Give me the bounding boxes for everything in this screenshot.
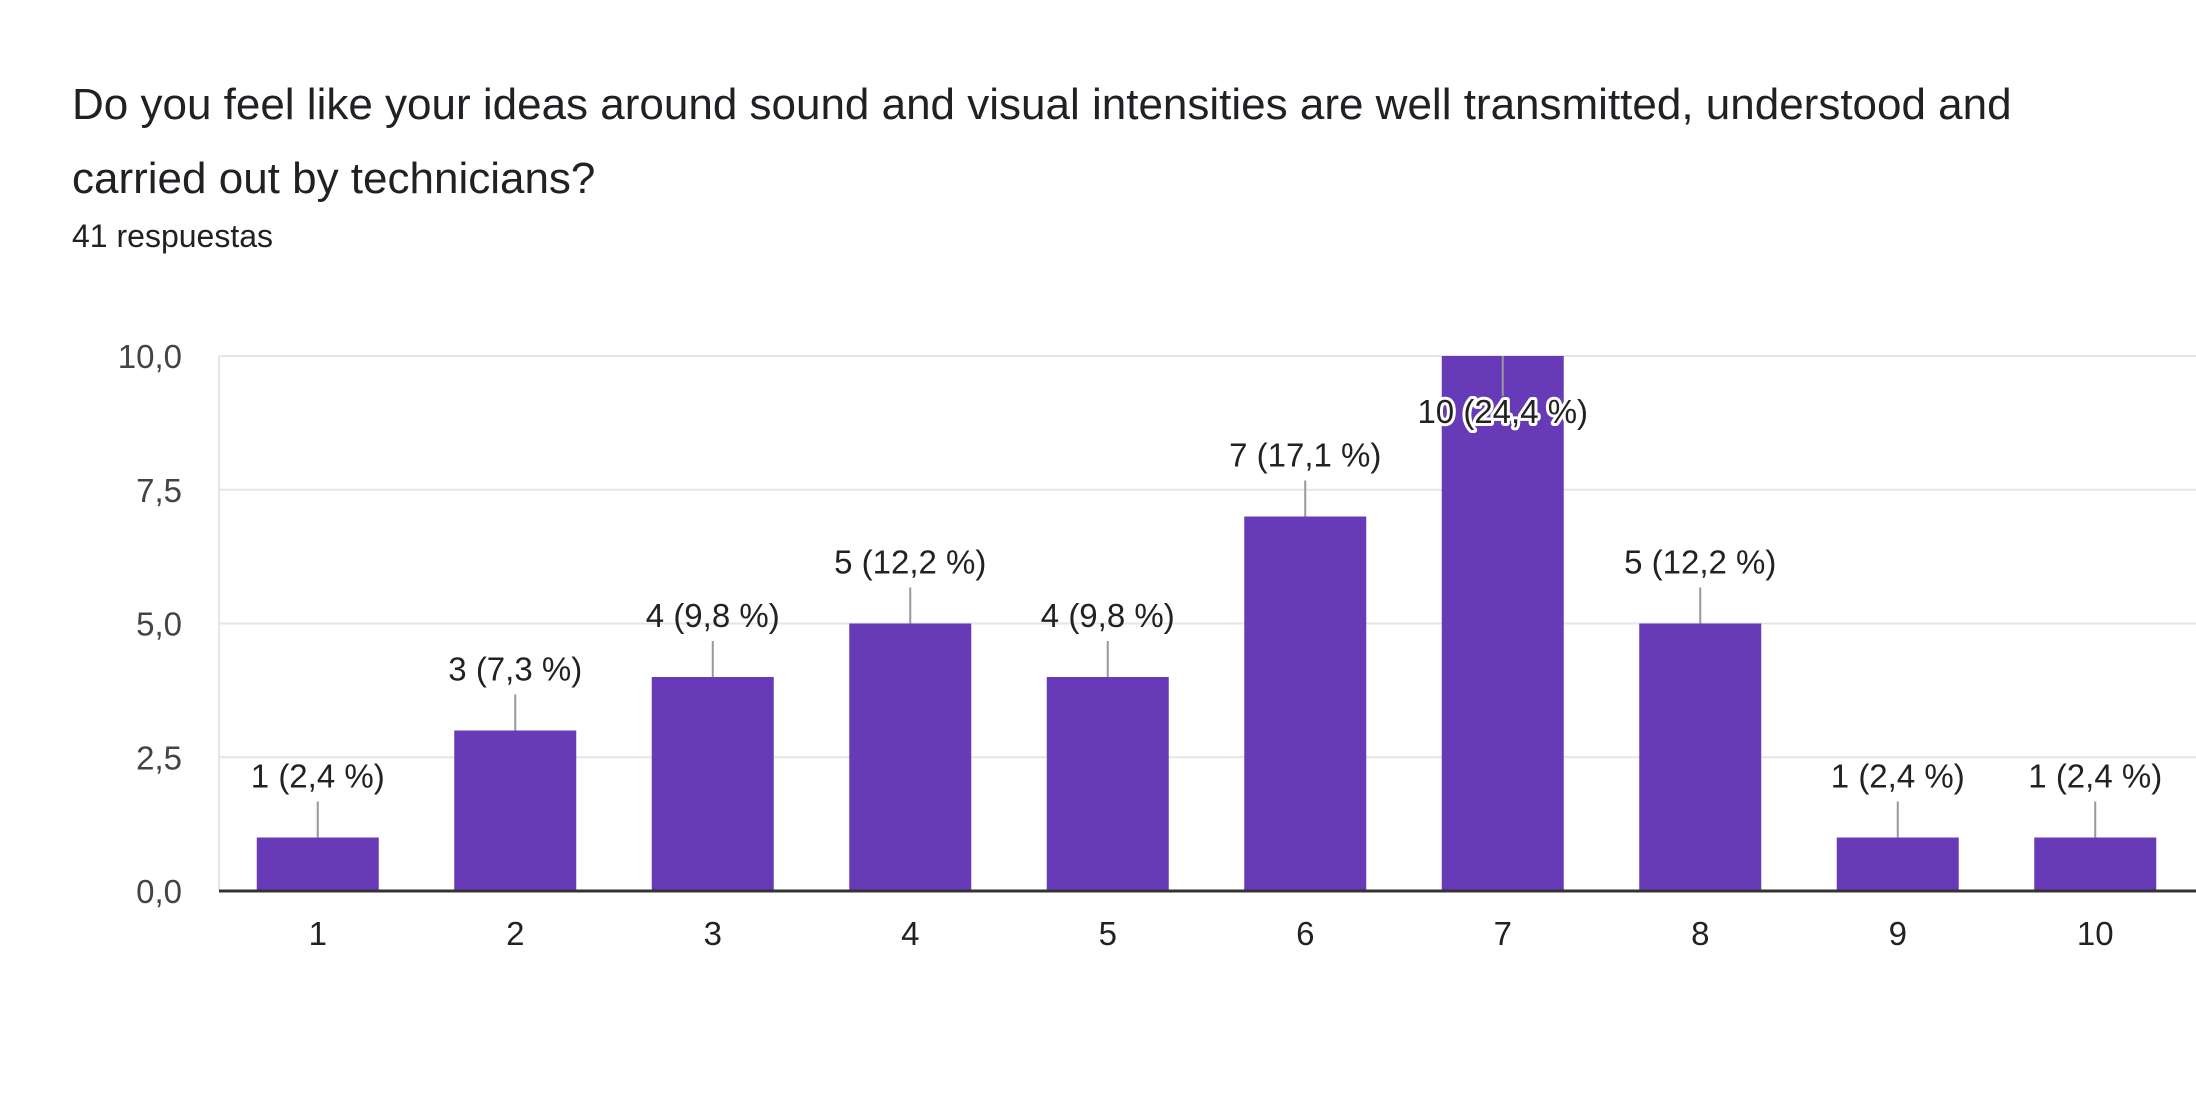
response-count: 41 respuestas <box>72 218 274 254</box>
data-label: 1 (2,4 %) <box>1831 758 1965 795</box>
data-labels: 1 (2,4 %) 3 (7,3 %) 4 (9,8 %) 5 (12,2 %) 4 (… <box>251 356 2162 838</box>
y-tick-label: 10,0 <box>118 338 182 375</box>
question-title: Do you feel like your ideas around sound… <box>72 80 2012 203</box>
bar <box>651 677 774 891</box>
data-label: 4 (9,8 %) <box>1041 597 1175 634</box>
data-label: 1 (2,4 %) <box>251 758 385 795</box>
x-tick-label: 8 <box>1691 915 1709 952</box>
x-tick-label: 2 <box>506 915 524 952</box>
x-tick-label: 6 <box>1296 915 1314 952</box>
x-tick-label: 3 <box>704 915 722 952</box>
bar <box>1441 356 1564 891</box>
data-label: 5 (12,2 %) <box>1624 544 1776 581</box>
y-tick-label: 2,5 <box>136 739 182 776</box>
y-tick-label: 5,0 <box>136 606 182 643</box>
bar <box>256 837 379 891</box>
bars <box>256 356 2157 891</box>
bar <box>1836 837 1959 891</box>
bar <box>849 623 972 891</box>
x-tick-label: 5 <box>1099 915 1117 952</box>
x-tick-label: 1 <box>309 915 327 952</box>
bar <box>454 730 577 891</box>
y-tick-label: 7,5 <box>136 472 182 509</box>
grid-lines <box>218 355 2196 891</box>
bar <box>2034 837 2157 891</box>
data-label: 10 (24,4 %) <box>1417 393 1588 430</box>
data-label: 7 (17,1 %) <box>1229 437 1381 474</box>
bar <box>1244 516 1367 891</box>
x-tick-label: 9 <box>1889 915 1907 952</box>
data-label: 5 (12,2 %) <box>834 544 986 581</box>
x-tick-label: 10 <box>2077 915 2114 952</box>
data-label: 1 (2,4 %) <box>2028 758 2162 795</box>
y-tick-label: 0,0 <box>136 873 182 910</box>
bar <box>1046 677 1169 891</box>
x-axis-ticks: 1 2 3 4 5 6 7 8 9 10 <box>309 915 2114 952</box>
data-label: 4 (9,8 %) <box>646 597 780 634</box>
y-axis-ticks: 0,0 2,5 5,0 7,5 10,0 <box>118 338 182 910</box>
x-tick-label: 4 <box>901 915 919 952</box>
data-label: 3 (7,3 %) <box>448 651 582 688</box>
bar <box>1639 623 1762 891</box>
x-tick-label: 7 <box>1494 915 1512 952</box>
